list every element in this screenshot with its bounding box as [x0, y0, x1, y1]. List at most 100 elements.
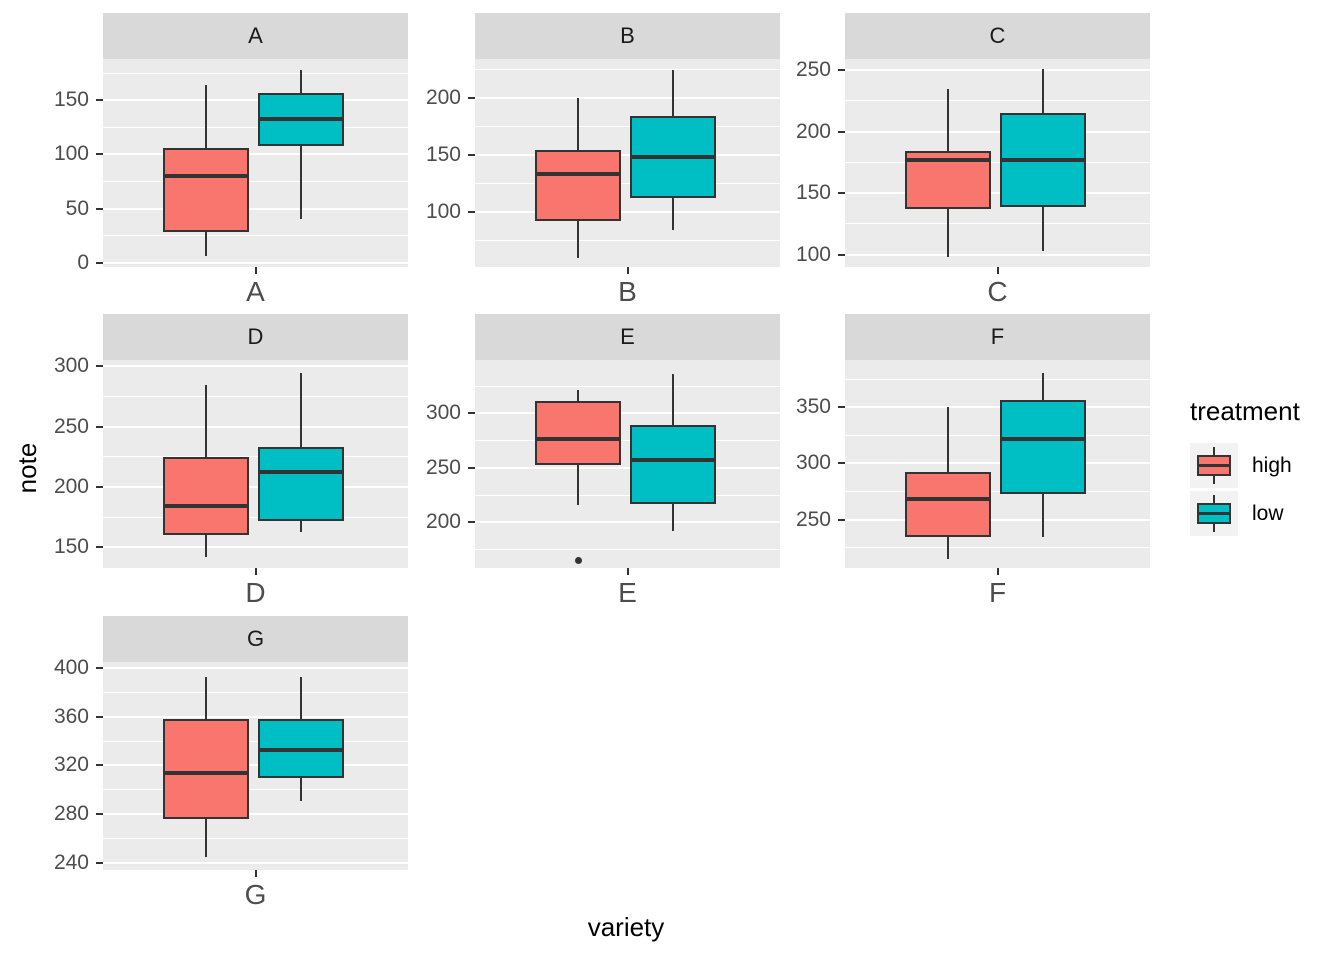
y-tick-mark [838, 192, 845, 195]
y-tick-label: 200 [53, 474, 89, 498]
y-tick-mark [96, 764, 103, 767]
y-tick-label: 280 [53, 802, 89, 826]
x-tick-mark [254, 267, 257, 274]
median-line-high [907, 497, 990, 502]
y-tick-label: 250 [53, 414, 89, 438]
facet-panel-C [845, 59, 1150, 267]
box-low [999, 400, 1086, 494]
x-tick-mark [626, 267, 629, 274]
gridline-major [103, 153, 408, 156]
y-tick-mark [838, 130, 845, 133]
x-tick-mark [996, 568, 999, 575]
y-tick-mark [468, 154, 475, 156]
y-tick-label: 150 [53, 88, 89, 112]
box-high [535, 150, 622, 222]
gridline-major [845, 406, 1150, 409]
facet-panel-F [845, 360, 1150, 568]
gridline-major [103, 261, 408, 264]
gridline-major [475, 521, 780, 524]
gridline-major [103, 546, 408, 549]
gridline-minor [103, 691, 408, 693]
gridline-minor [845, 547, 1150, 549]
gridline-major [845, 462, 1150, 465]
y-tick-label: 100 [425, 200, 461, 224]
y-tick-label: 250 [795, 58, 831, 82]
median-line-high [165, 770, 248, 775]
facet-panel-G [103, 662, 408, 870]
median-line-high [165, 504, 248, 509]
gridline-major [103, 667, 408, 670]
gridline-major [103, 207, 408, 210]
box-high [905, 472, 992, 537]
median-line-low [1001, 436, 1084, 441]
gridline-minor [475, 240, 780, 242]
y-tick-mark [96, 261, 103, 264]
facet-strip-C: C [845, 13, 1150, 59]
facet-strip-G: G [103, 616, 408, 662]
x-axis-title: variety [587, 912, 665, 942]
gridline-major [845, 130, 1150, 133]
y-tick-label: 300 [53, 354, 89, 378]
y-tick-label: 300 [795, 451, 831, 475]
box-low [257, 447, 344, 521]
y-tick-label: 320 [53, 753, 89, 777]
y-tick-mark [468, 521, 475, 524]
y-tick-label: 240 [53, 850, 89, 874]
gridline-minor [103, 395, 408, 397]
gridline-minor [845, 491, 1150, 493]
y-tick-label: 200 [795, 119, 831, 143]
y-tick-mark [838, 518, 845, 521]
y-tick-mark [96, 485, 103, 488]
median-line-low [259, 747, 342, 752]
y-tick-mark [96, 667, 103, 670]
median-line-low [1001, 157, 1084, 162]
gridline-major [845, 69, 1150, 72]
y-tick-label: 200 [425, 85, 461, 109]
y-tick-mark [838, 462, 845, 465]
box-low [629, 425, 716, 504]
box-high [163, 456, 250, 536]
y-tick-mark [96, 813, 103, 816]
legend-title: treatment [1190, 396, 1300, 426]
y-tick-mark [838, 69, 845, 72]
y-tick-label: 300 [425, 401, 461, 425]
gridline-major [103, 764, 408, 767]
box-high [535, 401, 622, 465]
gridline-minor [845, 378, 1150, 380]
y-tick-label: 200 [425, 510, 461, 534]
median-line-low [259, 116, 342, 121]
facet-strip-A: A [103, 13, 408, 59]
legend-label-high: high [1252, 453, 1292, 477]
x-tick-mark [626, 568, 629, 575]
gridline-major [103, 485, 408, 488]
x-tick-label: B [618, 276, 637, 307]
gridline-major [103, 813, 408, 816]
gridline-minor [103, 72, 408, 74]
y-tick-mark [96, 715, 103, 718]
gridline-minor [103, 516, 408, 518]
gridline-minor [103, 789, 408, 791]
gridline-minor [103, 126, 408, 128]
y-tick-label: 400 [53, 656, 89, 680]
gridline-minor [103, 837, 408, 839]
x-tick-mark [254, 870, 257, 877]
facet-strip-E: E [475, 314, 780, 360]
median-line-high [165, 174, 248, 178]
legend: treatment high low [1190, 396, 1300, 539]
y-tick-mark [96, 99, 103, 102]
x-tick-label: A [246, 276, 265, 307]
y-tick-label: 50 [65, 196, 89, 220]
gridline-minor [475, 548, 780, 550]
gridline-major [103, 425, 408, 428]
y-tick-mark [96, 425, 103, 428]
outlier-point [574, 556, 582, 564]
gridline-major [103, 365, 408, 368]
y-tick-label: 150 [795, 181, 831, 205]
gridline-major [475, 412, 780, 415]
gridline-minor [475, 440, 780, 442]
gridline-major [475, 466, 780, 469]
x-tick-label: C [987, 276, 1008, 307]
gridline-major [475, 154, 780, 156]
y-tick-mark [96, 365, 103, 368]
